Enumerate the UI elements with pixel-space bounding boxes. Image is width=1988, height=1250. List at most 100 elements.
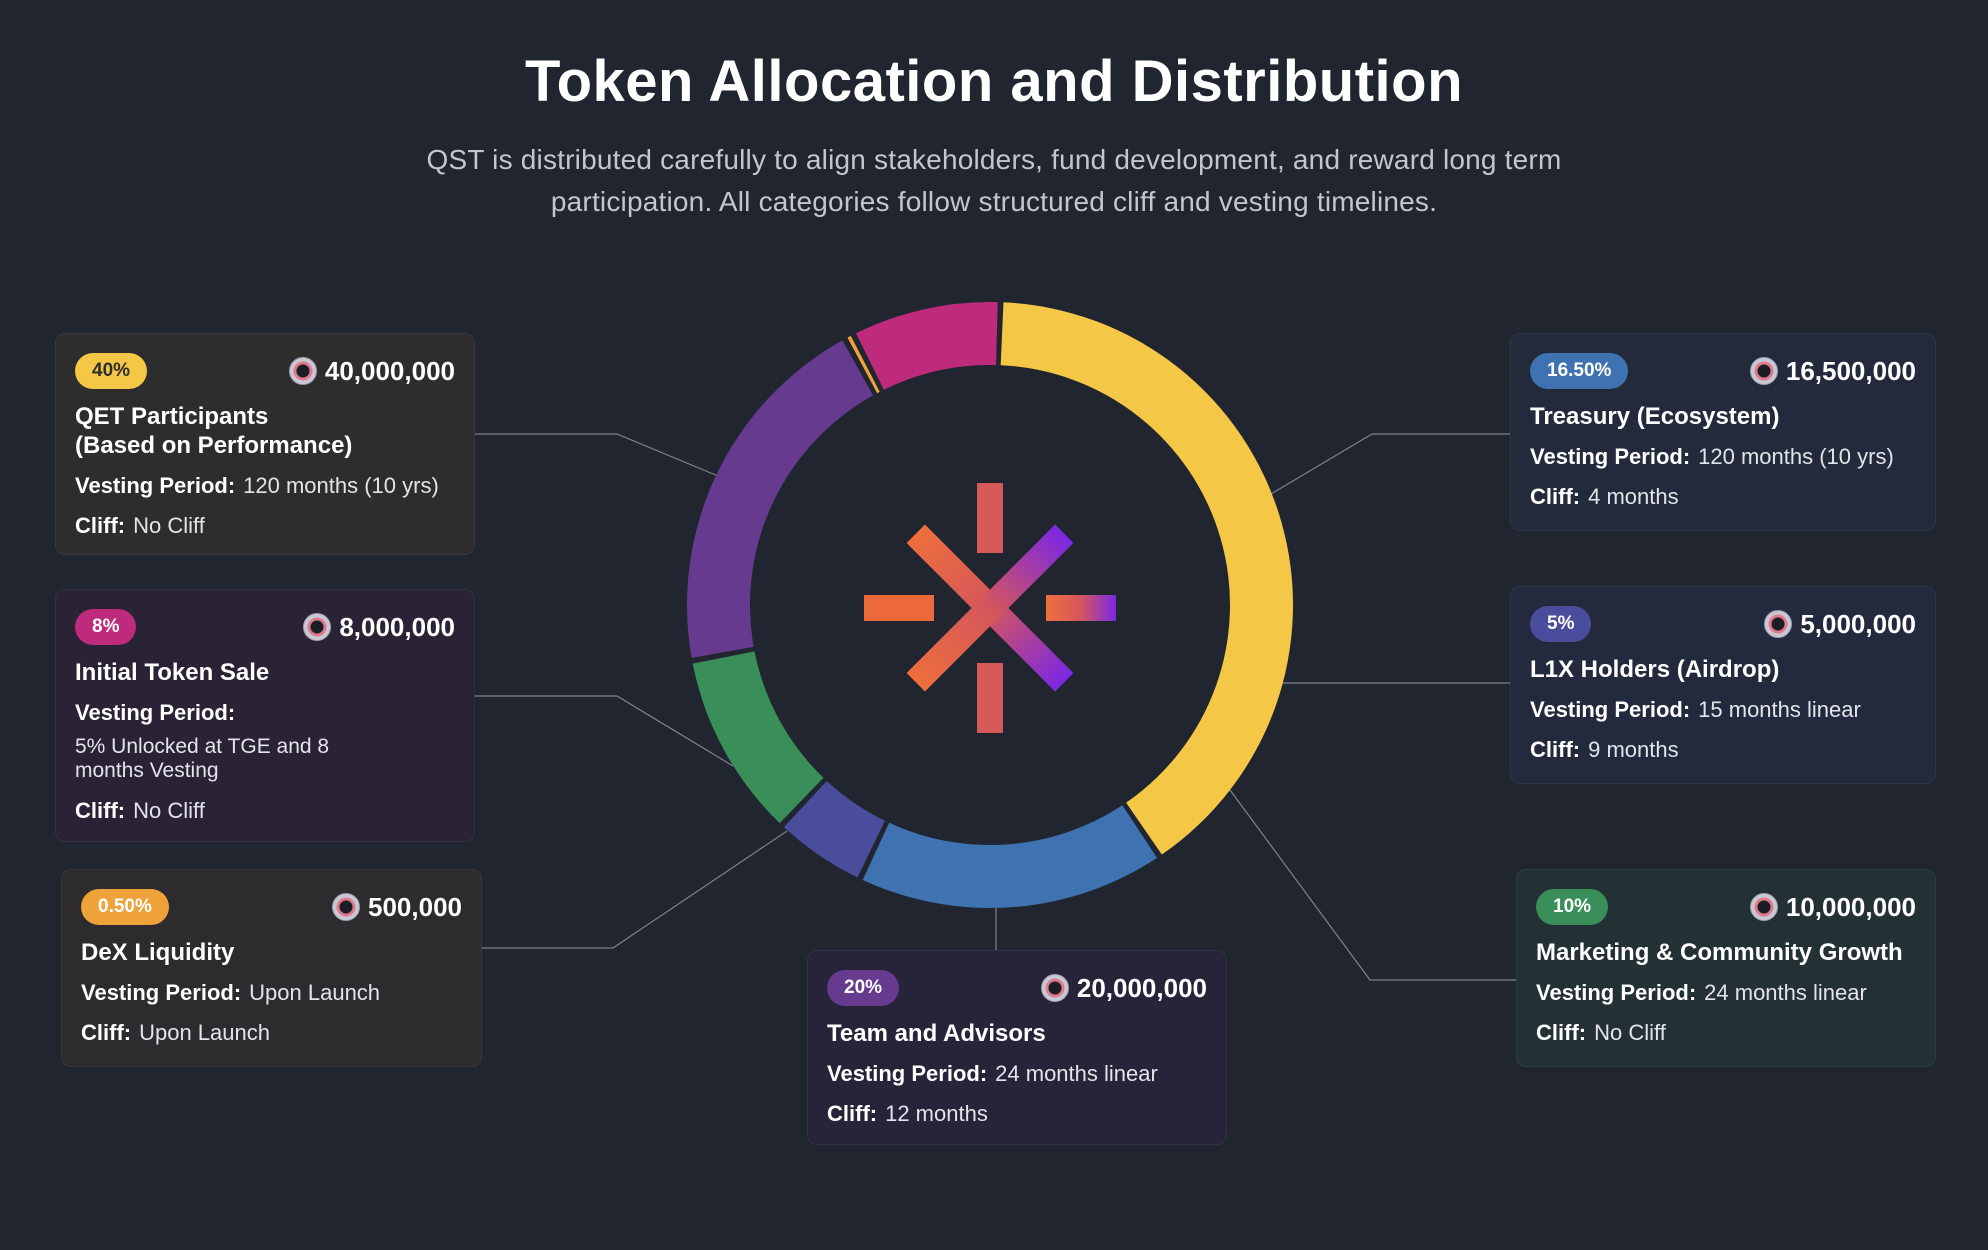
percent-badge: 8% (75, 609, 137, 645)
token-amount-value: 5,000,000 (1800, 608, 1916, 639)
donut-slice-0 (1000, 302, 1293, 855)
vesting-value: 15 months linear (1698, 697, 1861, 722)
token-coin-icon (332, 893, 361, 921)
cliff-value: No Cliff (133, 513, 205, 538)
vesting-value: 24 months linear (995, 1061, 1158, 1086)
token-amount: 8,000,000 (303, 612, 455, 643)
token-amount-value: 40,000,000 (324, 355, 455, 386)
allocation-name: Marketing & Community Growth (1536, 939, 1903, 966)
vesting-label: Vesting Period: (1536, 980, 1697, 1005)
donut-slice-3 (692, 651, 824, 824)
token-coin-icon (1749, 357, 1778, 385)
cliff-label: Cliff: (827, 1101, 878, 1126)
cliff-value: 4 months (1588, 484, 1679, 509)
cliff-value: No Cliff (1594, 1020, 1666, 1045)
token-amount-value: 10,000,000 (1785, 891, 1916, 922)
donut-slice-1 (862, 805, 1158, 909)
vesting-row: Vesting Period: Upon Launch (81, 979, 462, 1007)
leader-lines (475, 433, 1516, 981)
page-title: Token Allocation and Distribution (524, 49, 1464, 114)
cliff-row: Cliff: Upon Launch (81, 1019, 462, 1047)
allocation-card-team: 20% 20,000,000 Team and Advisors Vesting… (807, 950, 1227, 1145)
cliff-row: Cliff: No Cliff (75, 512, 455, 540)
cliff-row: Cliff: 12 months (827, 1100, 1207, 1128)
cliff-value: Upon Launch (139, 1020, 270, 1045)
cliff-value: 12 months (885, 1101, 988, 1126)
cliff-label: Cliff: (1530, 484, 1581, 509)
cliff-row: Cliff: No Cliff (1536, 1019, 1916, 1047)
allocation-card-qet: 40% 40,000,000 QET Participants (Based o… (55, 333, 475, 555)
vesting-label: Vesting Period: (1530, 697, 1691, 722)
token-amount: 16,500,000 (1749, 355, 1916, 387)
donut-slice-2 (783, 780, 885, 878)
percent-badge: 5% (1530, 606, 1592, 642)
allocation-name: DeX Liquidity (81, 939, 235, 966)
token-coin-icon (1040, 974, 1069, 1002)
cliff-value: 9 months (1588, 737, 1679, 762)
vesting-label: Vesting Period: (75, 473, 236, 498)
vesting-row: Vesting Period: 15 months linear (1530, 696, 1916, 724)
vesting-label: Vesting Period: (827, 1061, 988, 1086)
cliff-row: Cliff: No Cliff (75, 797, 455, 825)
cliff-label: Cliff: (75, 513, 126, 538)
cliff-value: No Cliff (133, 798, 205, 823)
percent-badge: 40% (75, 353, 148, 389)
leader-line-qet (475, 433, 719, 477)
token-amount: 20,000,000 (1040, 972, 1207, 1004)
center-logo-icon (864, 483, 1116, 733)
token-amount: 10,000,000 (1749, 891, 1916, 923)
percent-badge: 10% (1536, 889, 1609, 925)
header: Token Allocation and Distribution QST is… (0, 48, 1988, 223)
donut-slices (687, 302, 1293, 909)
token-amount: 40,000,000 (288, 355, 455, 387)
allocation-name: Initial Token Sale (75, 659, 270, 686)
allocation-name: Team and Advisors (827, 1020, 1046, 1047)
token-coin-icon (288, 357, 317, 385)
allocation-card-marketing: 10% 10,000,000 Marketing & Community Gro… (1516, 869, 1936, 1067)
token-amount-value: 20,000,000 (1076, 972, 1207, 1003)
cliff-label: Cliff: (1530, 737, 1581, 762)
token-coin-icon (303, 613, 332, 641)
cliff-label: Cliff: (75, 798, 126, 823)
token-amount-value: 500,000 (368, 891, 462, 922)
donut-slice-5 (847, 335, 880, 394)
token-amount-value: 16,500,000 (1785, 355, 1916, 386)
page-subtitle: QST is distributed carefully to align st… (426, 144, 1562, 217)
token-coin-icon (1764, 610, 1793, 638)
leader-line-marketing (1229, 789, 1516, 981)
cliff-label: Cliff: (1536, 1020, 1587, 1045)
token-coin-icon (1749, 893, 1778, 921)
percent-badge: 16.50% (1530, 353, 1629, 389)
vesting-value: 5% Unlocked at TGE and 8 months Vesting (75, 735, 330, 782)
vesting-value: 120 months (10 yrs) (1698, 444, 1894, 469)
token-amount: 500,000 (332, 892, 462, 923)
allocation-card-airdrop: 5% 5,000,000 L1X Holders (Airdrop) Vesti… (1510, 586, 1936, 784)
token-amount: 5,000,000 (1764, 609, 1916, 640)
percent-badge: 0.50% (81, 889, 169, 925)
vesting-row: Vesting Period: (75, 699, 455, 727)
allocation-name: QET Participants (Based on Performance) (75, 403, 353, 459)
allocation-name: Treasury (Ecosystem) (1530, 403, 1780, 430)
token-amount-value: 8,000,000 (339, 611, 455, 642)
percent-badge: 20% (827, 970, 900, 1006)
donut-slice-6 (855, 302, 998, 390)
vesting-row: Vesting Period: 24 months linear (1536, 979, 1916, 1007)
leader-line-dex (482, 830, 788, 949)
vesting-label: Vesting Period: (81, 980, 242, 1005)
allocation-card-sale: 8% 8,000,000 Initial Token Sale Vesting … (55, 589, 475, 842)
vesting-row: Vesting Period: 120 months (10 yrs) (75, 472, 455, 500)
vesting-value: 24 months linear (1704, 980, 1867, 1005)
cliff-row: Cliff: 4 months (1530, 483, 1916, 511)
leader-line-sale (475, 695, 734, 767)
vesting-label: Vesting Period: (1530, 444, 1691, 469)
allocation-name: L1X Holders (Airdrop) (1530, 656, 1780, 683)
cliff-label: Cliff: (81, 1020, 132, 1045)
vesting-value: 120 months (10 yrs) (243, 473, 439, 498)
allocation-card-dex: 0.50% 500,000 DeX Liquidity Vesting Peri… (61, 869, 482, 1067)
cliff-row: Cliff: 9 months (1530, 736, 1916, 764)
vesting-row: Vesting Period: 24 months linear (827, 1060, 1207, 1088)
leader-line-treasury (1270, 433, 1510, 495)
allocation-card-treasury: 16.50% 16,500,000 Treasury (Ecosystem) V… (1510, 333, 1936, 531)
vesting-label: Vesting Period: (75, 700, 236, 725)
